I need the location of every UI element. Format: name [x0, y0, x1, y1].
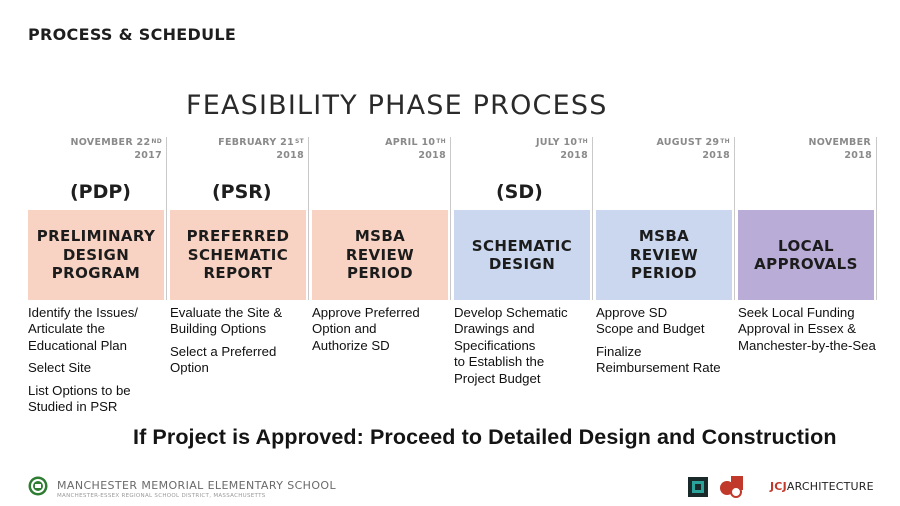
phase-description: Seek Local Funding Approval in Essex & M… — [738, 305, 880, 360]
approval-banner: If Project is Approved: Proceed to Detai… — [133, 425, 837, 449]
timeline-divider — [308, 137, 309, 300]
phase-year: 2018 — [702, 149, 730, 161]
phase-date-suffix: ST — [294, 138, 304, 145]
section-title: PROCESS & SCHEDULE — [28, 25, 237, 44]
phase-task: Approve SD Scope and Budget — [596, 305, 705, 337]
firm-logo-jcj: JCJ — [770, 480, 787, 493]
phase-task: Identify the Issues/ Articulate the Educ… — [28, 305, 138, 353]
phase-date: NOVEMBER 2018 — [808, 137, 872, 162]
timeline-divider — [876, 137, 877, 300]
timeline-divider — [592, 137, 593, 300]
school-district: MANCHESTER-ESSEX REGIONAL SCHOOL DISTRIC… — [57, 493, 266, 499]
phase-year: 2018 — [276, 149, 304, 161]
phase-date-suffix: ND — [151, 138, 162, 145]
phase-date-main: JULY 10 — [535, 137, 578, 148]
phase-task: Develop Schematic Drawings and Specifica… — [454, 305, 568, 386]
phase-description: Approve SD Scope and Budget Finalize Reim… — [596, 305, 738, 383]
phase-column: AUGUST 29TH 2018 MSBA REVIEW PERIOD Approve… — [596, 137, 738, 411]
phase-date-main: FEBRUARY 21 — [218, 137, 294, 148]
phase-date-suffix: TH — [436, 138, 446, 145]
phase-year: 2017 — [134, 149, 162, 161]
phase-date-main: NOVEMBER — [808, 137, 871, 148]
phase-column: NOVEMBER 22ND 2017 (PDP) PRELIMINARY DESIGN… — [28, 137, 170, 414]
phase-column: FEBRUARY 21ST 2018 (PSR) PREFERRED SCHEMATI… — [170, 137, 312, 411]
phase-year: 2018 — [560, 149, 588, 161]
phase-description: Develop Schematic Drawings and Specifica… — [454, 305, 596, 393]
phase-abbreviation: (PDP) — [70, 181, 131, 203]
phase-description: Approve Preferred Option and Authorize S… — [312, 305, 454, 360]
phase-abbreviation: (PSR) — [212, 181, 272, 203]
phase-date: APRIL 10TH 2018 — [385, 137, 446, 162]
phase-task: List Options to be Studied in PSR — [28, 382, 131, 415]
phase-date-main: AUGUST 29 — [656, 137, 720, 148]
phase-title-box: MSBA REVIEW PERIOD — [596, 210, 732, 300]
timeline-divider — [166, 137, 167, 300]
school-seal-logo-icon — [28, 476, 48, 496]
timeline-divider — [734, 137, 735, 300]
phase-date-suffix: TH — [720, 138, 730, 145]
phase-task: Approve Preferred Option and Authorize S… — [312, 305, 420, 353]
phase-date: FEBRUARY 21ST 2018 — [218, 137, 304, 162]
phase-column: JULY 10TH 2018 (SD) SCHEMATIC DESIGN Develop… — [454, 137, 596, 411]
partner-square-logo-icon — [688, 477, 708, 497]
phase-task: Select a Preferred Option — [170, 343, 277, 376]
phase-title-box: LOCAL APPROVALS — [738, 210, 874, 300]
phase-task: Evaluate the Site & Building Options — [170, 305, 283, 337]
phase-description: Evaluate the Site & Building Options Sele… — [170, 305, 312, 383]
firm-logo: JCJARCHITECTURE — [770, 480, 874, 493]
phase-column: APRIL 10TH 2018 MSBA REVIEW PERIOD Approve … — [312, 137, 454, 411]
phase-year: 2018 — [844, 149, 872, 161]
phase-abbreviation: (SD) — [496, 181, 543, 203]
phase-date-main: APRIL 10 — [385, 137, 436, 148]
phase-date: JULY 10TH 2018 — [536, 137, 588, 162]
phase-task: Seek Local Funding Approval in Essex & M… — [738, 305, 876, 353]
school-name: MANCHESTER MEMORIAL ELEMENTARY SCHOOL — [57, 479, 336, 492]
page-title: FEASIBILITY PHASE PROCESS — [186, 90, 608, 121]
phase-title-box: SCHEMATIC DESIGN — [454, 210, 590, 300]
partner-monogram-logo-icon — [720, 476, 743, 498]
phase-date-suffix: TH — [578, 138, 588, 145]
phase-date-main: NOVEMBER 22 — [70, 137, 151, 148]
phase-title-box: PREFERRED SCHEMATIC REPORT — [170, 210, 306, 300]
phase-title-box: MSBA REVIEW PERIOD — [312, 210, 448, 300]
firm-logo-architecture: ARCHITECTURE — [786, 480, 874, 493]
phase-description: Identify the Issues/ Articulate the Educ… — [28, 305, 170, 421]
phase-year: 2018 — [418, 149, 446, 161]
phase-column: NOVEMBER 2018 LOCAL APPROVALS Seek Local Fu… — [738, 137, 880, 411]
phase-task: Finalize Reimbursement Rate — [596, 343, 721, 376]
timeline-divider — [450, 137, 451, 300]
phase-date: AUGUST 29TH 2018 — [656, 137, 730, 162]
phase-title-box: PRELIMINARY DESIGN PROGRAM — [28, 210, 164, 300]
phase-task: Select Site — [28, 360, 92, 376]
phase-date: NOVEMBER 22ND 2017 — [70, 137, 162, 162]
